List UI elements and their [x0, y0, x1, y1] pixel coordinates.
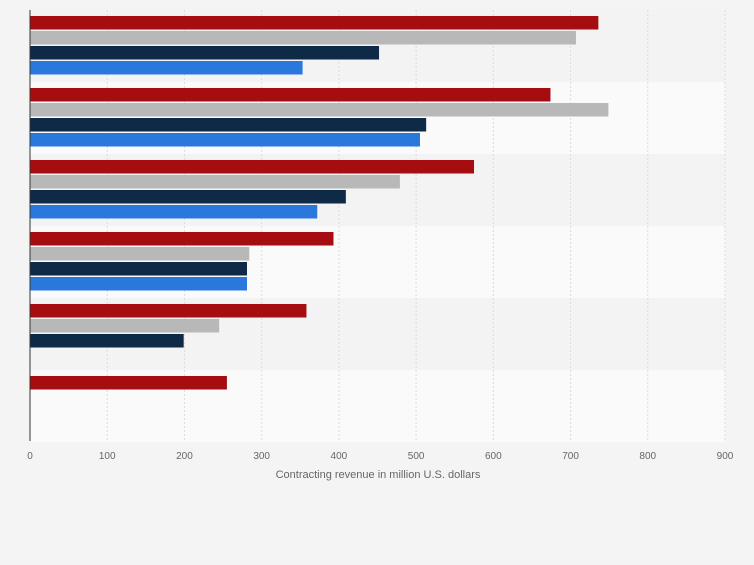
- x-tick-label: 700: [562, 451, 579, 462]
- bar[interactable]: [30, 232, 334, 246]
- bar[interactable]: [30, 262, 247, 276]
- x-axis-label: Contracting revenue in million U.S. doll…: [276, 469, 481, 481]
- x-tick-label: 600: [485, 451, 502, 462]
- bar[interactable]: [30, 304, 307, 318]
- bar[interactable]: [30, 175, 400, 189]
- bar[interactable]: [30, 376, 227, 390]
- x-tick-label: 300: [253, 451, 270, 462]
- bar[interactable]: [30, 61, 303, 75]
- bar[interactable]: [30, 88, 551, 102]
- x-tick-label: 200: [176, 451, 193, 462]
- bar[interactable]: [30, 247, 250, 261]
- x-tick-label: 500: [408, 451, 425, 462]
- x-tick-label: 900: [717, 451, 734, 462]
- bar[interactable]: [30, 46, 380, 60]
- bar[interactable]: [30, 319, 220, 333]
- x-tick-label: 100: [99, 451, 116, 462]
- bar[interactable]: [30, 205, 318, 219]
- x-tick-label: 0: [27, 451, 33, 462]
- bar[interactable]: [30, 103, 609, 117]
- bar[interactable]: [30, 334, 184, 348]
- bar[interactable]: [30, 277, 247, 291]
- bar[interactable]: [30, 31, 576, 45]
- x-tick-label: 800: [639, 451, 656, 462]
- bar[interactable]: [30, 190, 346, 204]
- bar[interactable]: [30, 118, 427, 132]
- bar[interactable]: [30, 160, 475, 174]
- bar[interactable]: [30, 16, 599, 30]
- x-tick-label: 400: [331, 451, 348, 462]
- bar[interactable]: [30, 133, 420, 147]
